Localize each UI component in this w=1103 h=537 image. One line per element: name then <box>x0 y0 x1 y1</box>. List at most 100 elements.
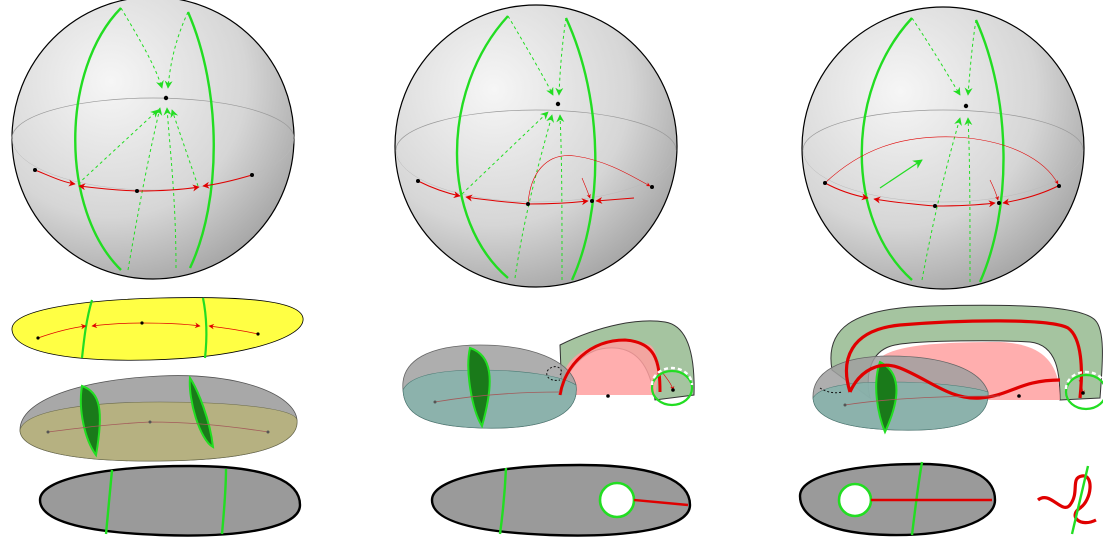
fixed-point <box>590 199 594 203</box>
lens-point <box>606 394 610 398</box>
fixed-point <box>997 201 1001 205</box>
red-flow <box>527 198 589 206</box>
disc-hole <box>598 481 636 519</box>
lens-point <box>843 403 847 407</box>
curve-glyph <box>1036 465 1097 535</box>
green-loop <box>650 369 694 407</box>
fixed-point <box>135 189 139 193</box>
band-point <box>256 332 260 336</box>
lens-flow <box>434 391 561 403</box>
red-flow <box>934 200 996 208</box>
green-wedge <box>875 360 898 435</box>
fixed-point <box>526 202 530 206</box>
pole-point <box>163 95 169 101</box>
green-loop-dash <box>1064 370 1103 390</box>
band-flow <box>208 323 259 335</box>
disc-red-cut <box>633 498 689 507</box>
lens-point <box>148 420 152 424</box>
meridian-back-arrow <box>556 114 565 281</box>
fold-flap <box>830 304 1103 401</box>
red-bold-curve <box>558 338 662 396</box>
green-line <box>1070 465 1090 535</box>
red-flow <box>595 196 635 204</box>
lens-point <box>433 400 437 404</box>
green-flow-arrow <box>77 109 159 185</box>
pole-point <box>963 103 969 109</box>
pole-point <box>555 101 561 107</box>
sphere-right <box>801 6 1085 290</box>
fixed-point <box>33 168 37 172</box>
band-meridian <box>80 299 94 359</box>
disc-body <box>38 464 302 537</box>
meridian-front-right <box>974 19 1005 283</box>
red-flow <box>873 196 936 207</box>
red-flow <box>136 184 200 192</box>
red-flow <box>78 183 138 192</box>
meridian-front-right <box>564 17 597 281</box>
green-flow-arrow <box>461 111 549 195</box>
lens-point <box>1081 391 1085 395</box>
equator-back <box>802 109 1084 151</box>
meridian-front-left <box>860 17 913 281</box>
band-flow <box>37 323 87 339</box>
red-flow <box>34 169 76 187</box>
meridian-back-arrow <box>921 117 962 281</box>
meridian-back-arrow <box>964 19 977 96</box>
red-flow <box>824 182 869 201</box>
sphere-middle <box>394 4 678 288</box>
dashed-loop <box>546 366 562 381</box>
red-bold-curve <box>845 319 1083 399</box>
folded-surface-right <box>812 304 1103 435</box>
disc-meridian <box>104 469 114 535</box>
red-orbit <box>824 136 1059 185</box>
red-flow <box>1002 185 1059 206</box>
green-flow-arrow <box>170 109 199 187</box>
equator-front <box>11 137 295 191</box>
red-orbit <box>527 155 651 205</box>
sphere-body <box>801 6 1085 290</box>
meridian-back-arrow <box>164 11 189 89</box>
red-orbit <box>581 177 591 199</box>
disc-meridian <box>220 468 228 535</box>
meridian-back-arrow <box>555 17 567 96</box>
disc-meridian <box>498 467 508 535</box>
lens-base <box>812 381 989 431</box>
lens-point <box>1017 394 1021 398</box>
sphere-body <box>394 4 678 288</box>
meridian-back-arrow <box>163 107 177 269</box>
band-flow <box>141 322 201 329</box>
disc-body <box>430 463 692 537</box>
lens-point <box>266 430 270 434</box>
fixed-point <box>823 181 827 185</box>
band-surface <box>11 297 304 361</box>
red-flow <box>417 180 461 199</box>
red-flow <box>202 174 253 189</box>
red-bold-curve <box>848 363 1061 400</box>
disc-meridian <box>910 461 924 536</box>
red-flow <box>465 194 529 205</box>
red-orbit <box>989 179 999 201</box>
disc-middle <box>430 463 692 537</box>
panel-right <box>798 6 1103 537</box>
pink-region <box>565 341 658 395</box>
lens-point <box>671 388 675 392</box>
lens-surface-left <box>19 375 298 462</box>
panel-middle <box>394 4 695 537</box>
folded-surface-middle <box>402 320 695 429</box>
band-point <box>140 321 144 325</box>
meridian-back-arrow <box>514 114 555 279</box>
fixed-point <box>1057 184 1061 188</box>
yellow-band <box>11 297 304 361</box>
band-meridian <box>201 297 208 359</box>
lens-flow <box>844 395 1001 406</box>
disc-right <box>798 461 997 537</box>
meridian-front-right <box>186 11 215 269</box>
meridian-back-arrow <box>120 7 164 89</box>
red-wiggle <box>1036 474 1097 525</box>
green-wedge <box>188 375 215 449</box>
dashed-loop <box>819 387 843 394</box>
fixed-point <box>933 204 937 208</box>
lens-point <box>46 430 50 434</box>
lens-base <box>402 369 577 429</box>
